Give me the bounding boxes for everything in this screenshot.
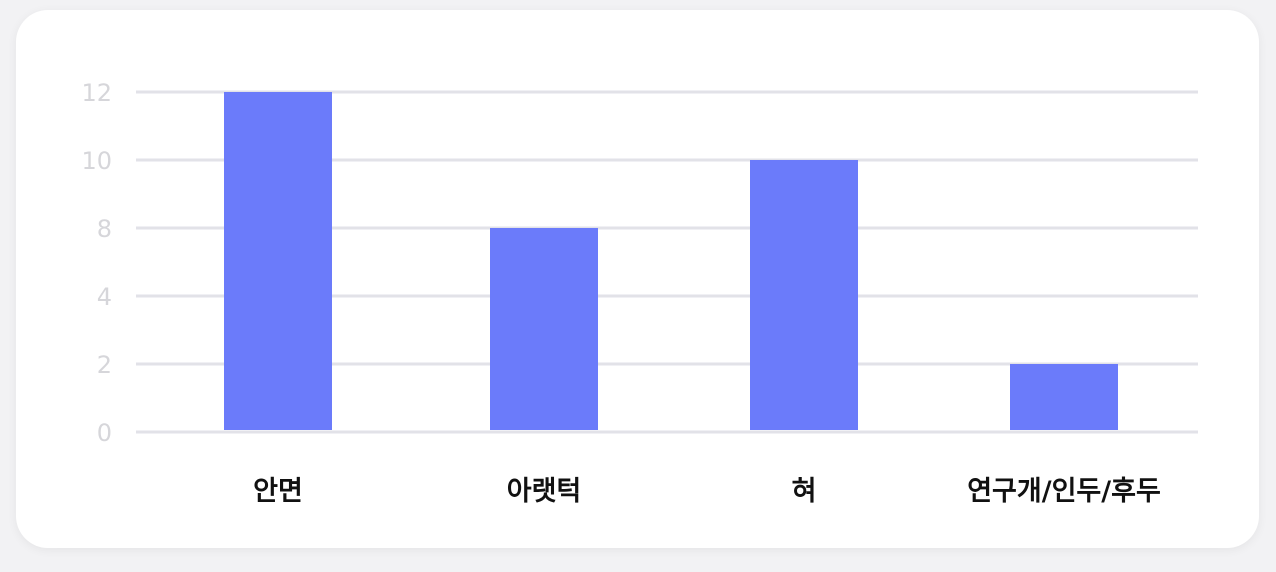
x-category-label: 혀 (792, 476, 817, 507)
y-tick-label: 8 (97, 215, 112, 243)
bar-2 (490, 228, 598, 430)
bars (224, 92, 1118, 430)
y-tick-label: 0 (97, 419, 112, 447)
y-tick-label: 2 (97, 351, 112, 379)
x-category-label: 연구개/인두/후두 (967, 476, 1161, 507)
bar-3 (750, 160, 858, 430)
y-tick-label: 12 (81, 79, 112, 107)
y-tick-label: 10 (81, 147, 112, 175)
bar-4 (1010, 364, 1118, 430)
bar-1 (224, 92, 332, 430)
y-tick-label: 4 (97, 283, 112, 311)
chart-card (16, 10, 1259, 548)
y-axis-tick-labels: 0 2 4 8 10 12 (81, 79, 112, 447)
x-axis-category-labels: 안면 아랫턱 혀 연구개/인두/후두 (253, 476, 1161, 507)
x-category-label: 아랫턱 (507, 476, 582, 507)
x-category-label: 안면 (253, 476, 303, 507)
